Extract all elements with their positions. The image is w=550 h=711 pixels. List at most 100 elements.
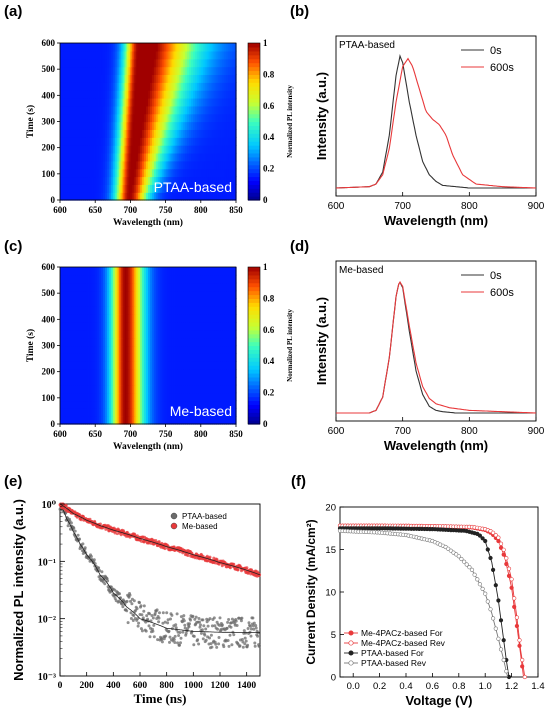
heatmap-cell bbox=[222, 176, 225, 185]
heatmap-cell bbox=[187, 321, 190, 331]
heatmap-cell bbox=[134, 113, 137, 123]
heatmap-cell bbox=[222, 43, 225, 52]
heatmap-cell bbox=[79, 274, 83, 284]
heatmap-cell bbox=[198, 105, 202, 115]
heatmap-cell bbox=[230, 66, 233, 75]
heatmap-cell bbox=[200, 282, 204, 292]
heatmap-cell bbox=[214, 160, 218, 170]
heatmap-cell bbox=[130, 306, 133, 315]
heatmap-cell bbox=[87, 345, 90, 354]
heatmap-cell bbox=[116, 376, 120, 386]
data-point bbox=[252, 627, 256, 631]
heatmap-cell bbox=[110, 353, 114, 362]
heatmap-cell bbox=[134, 408, 137, 417]
colorbar-tick-label: 0.8 bbox=[263, 69, 275, 79]
data-point bbox=[163, 547, 167, 551]
heatmap-cell bbox=[91, 267, 94, 276]
heatmap-cell bbox=[85, 416, 88, 425]
heatmap-cell bbox=[60, 345, 63, 354]
heatmap-cell bbox=[73, 97, 77, 107]
heatmap-cell bbox=[179, 105, 182, 115]
data-point bbox=[218, 623, 221, 627]
heatmap-cell bbox=[63, 384, 67, 394]
heatmap-cell bbox=[101, 408, 104, 417]
heatmap-cell bbox=[169, 274, 173, 284]
data-point bbox=[253, 641, 257, 645]
colorbar-segment bbox=[248, 290, 260, 296]
heatmap-cell bbox=[220, 400, 223, 409]
heatmap-cell bbox=[185, 66, 188, 75]
heatmap-cell bbox=[85, 168, 88, 178]
heatmap-cell bbox=[122, 97, 126, 107]
heatmap-cell bbox=[136, 400, 139, 409]
heatmap-cell bbox=[146, 408, 149, 417]
heatmap-cell bbox=[204, 408, 208, 417]
x-tick-label: 0 bbox=[58, 681, 63, 691]
heatmap-cell bbox=[144, 105, 147, 115]
heatmap-cell bbox=[163, 129, 167, 138]
heatmap-cell bbox=[177, 274, 180, 284]
heatmap-cell bbox=[202, 314, 206, 323]
heatmap-cell bbox=[136, 282, 139, 292]
heatmap-cell bbox=[73, 282, 77, 292]
heatmap-cell bbox=[185, 58, 188, 68]
heatmap-cell bbox=[140, 97, 143, 107]
heatmap-cell bbox=[101, 129, 104, 138]
heatmap-cell bbox=[183, 113, 186, 123]
heatmap-cell bbox=[140, 129, 143, 138]
heatmap-cell bbox=[63, 105, 67, 115]
heatmap-cell bbox=[185, 121, 188, 130]
heatmap-cell bbox=[89, 152, 92, 162]
heatmap-cell bbox=[116, 160, 120, 170]
heatmap-cell bbox=[81, 376, 85, 386]
heatmap-cell bbox=[97, 192, 100, 201]
data-point bbox=[168, 635, 172, 639]
heatmap-cell bbox=[198, 50, 202, 60]
heatmap-cell bbox=[124, 306, 128, 315]
heatmap-cell bbox=[106, 369, 110, 378]
heatmap-cell bbox=[122, 121, 126, 130]
data-point bbox=[258, 644, 261, 648]
heatmap-cell bbox=[226, 267, 229, 276]
heatmap-cell bbox=[181, 74, 184, 83]
heatmap-cell bbox=[226, 82, 229, 91]
heatmap-cell bbox=[224, 176, 227, 185]
heatmap-cell bbox=[97, 376, 100, 386]
data-point bbox=[197, 617, 201, 620]
heatmap-cell bbox=[69, 384, 73, 394]
heatmap-cell bbox=[234, 416, 237, 425]
data-point bbox=[76, 533, 80, 537]
y-axis-title: Intensity (a.u.) bbox=[314, 297, 329, 385]
heatmap-cell bbox=[148, 384, 151, 394]
heatmap-cell bbox=[142, 137, 145, 146]
heatmap-cell bbox=[157, 345, 161, 354]
heatmap-cell bbox=[165, 176, 169, 185]
heatmap-cell bbox=[130, 376, 133, 386]
colorbar-segment bbox=[248, 337, 260, 343]
heatmap-cell bbox=[77, 282, 81, 292]
heatmap-cell bbox=[159, 43, 163, 52]
heatmap-cell bbox=[124, 66, 128, 75]
heatmap-cell bbox=[210, 376, 214, 386]
heatmap-cell bbox=[136, 384, 139, 394]
heatmap-cell bbox=[183, 321, 186, 331]
heatmap-cell bbox=[192, 376, 196, 386]
heatmap-cell bbox=[130, 160, 133, 170]
heatmap-cell bbox=[232, 152, 235, 162]
heatmap-cell bbox=[169, 152, 173, 162]
heatmap-cell bbox=[226, 400, 229, 409]
heatmap-cell bbox=[218, 168, 221, 178]
heatmap-cell bbox=[191, 121, 194, 130]
heatmap-cell bbox=[187, 329, 190, 339]
heatmap-cell bbox=[210, 369, 214, 378]
heatmap-cell bbox=[99, 82, 102, 91]
heatmap-cell bbox=[161, 43, 165, 52]
heatmap-cell bbox=[202, 113, 206, 123]
heatmap-cell bbox=[216, 184, 219, 193]
heatmap-cell bbox=[198, 160, 202, 170]
heatmap-cell bbox=[130, 97, 133, 107]
heatmap-cell bbox=[146, 58, 149, 68]
heatmap-cell bbox=[204, 376, 208, 386]
heatmap-cell bbox=[226, 192, 229, 201]
heatmap-cell bbox=[122, 290, 126, 299]
